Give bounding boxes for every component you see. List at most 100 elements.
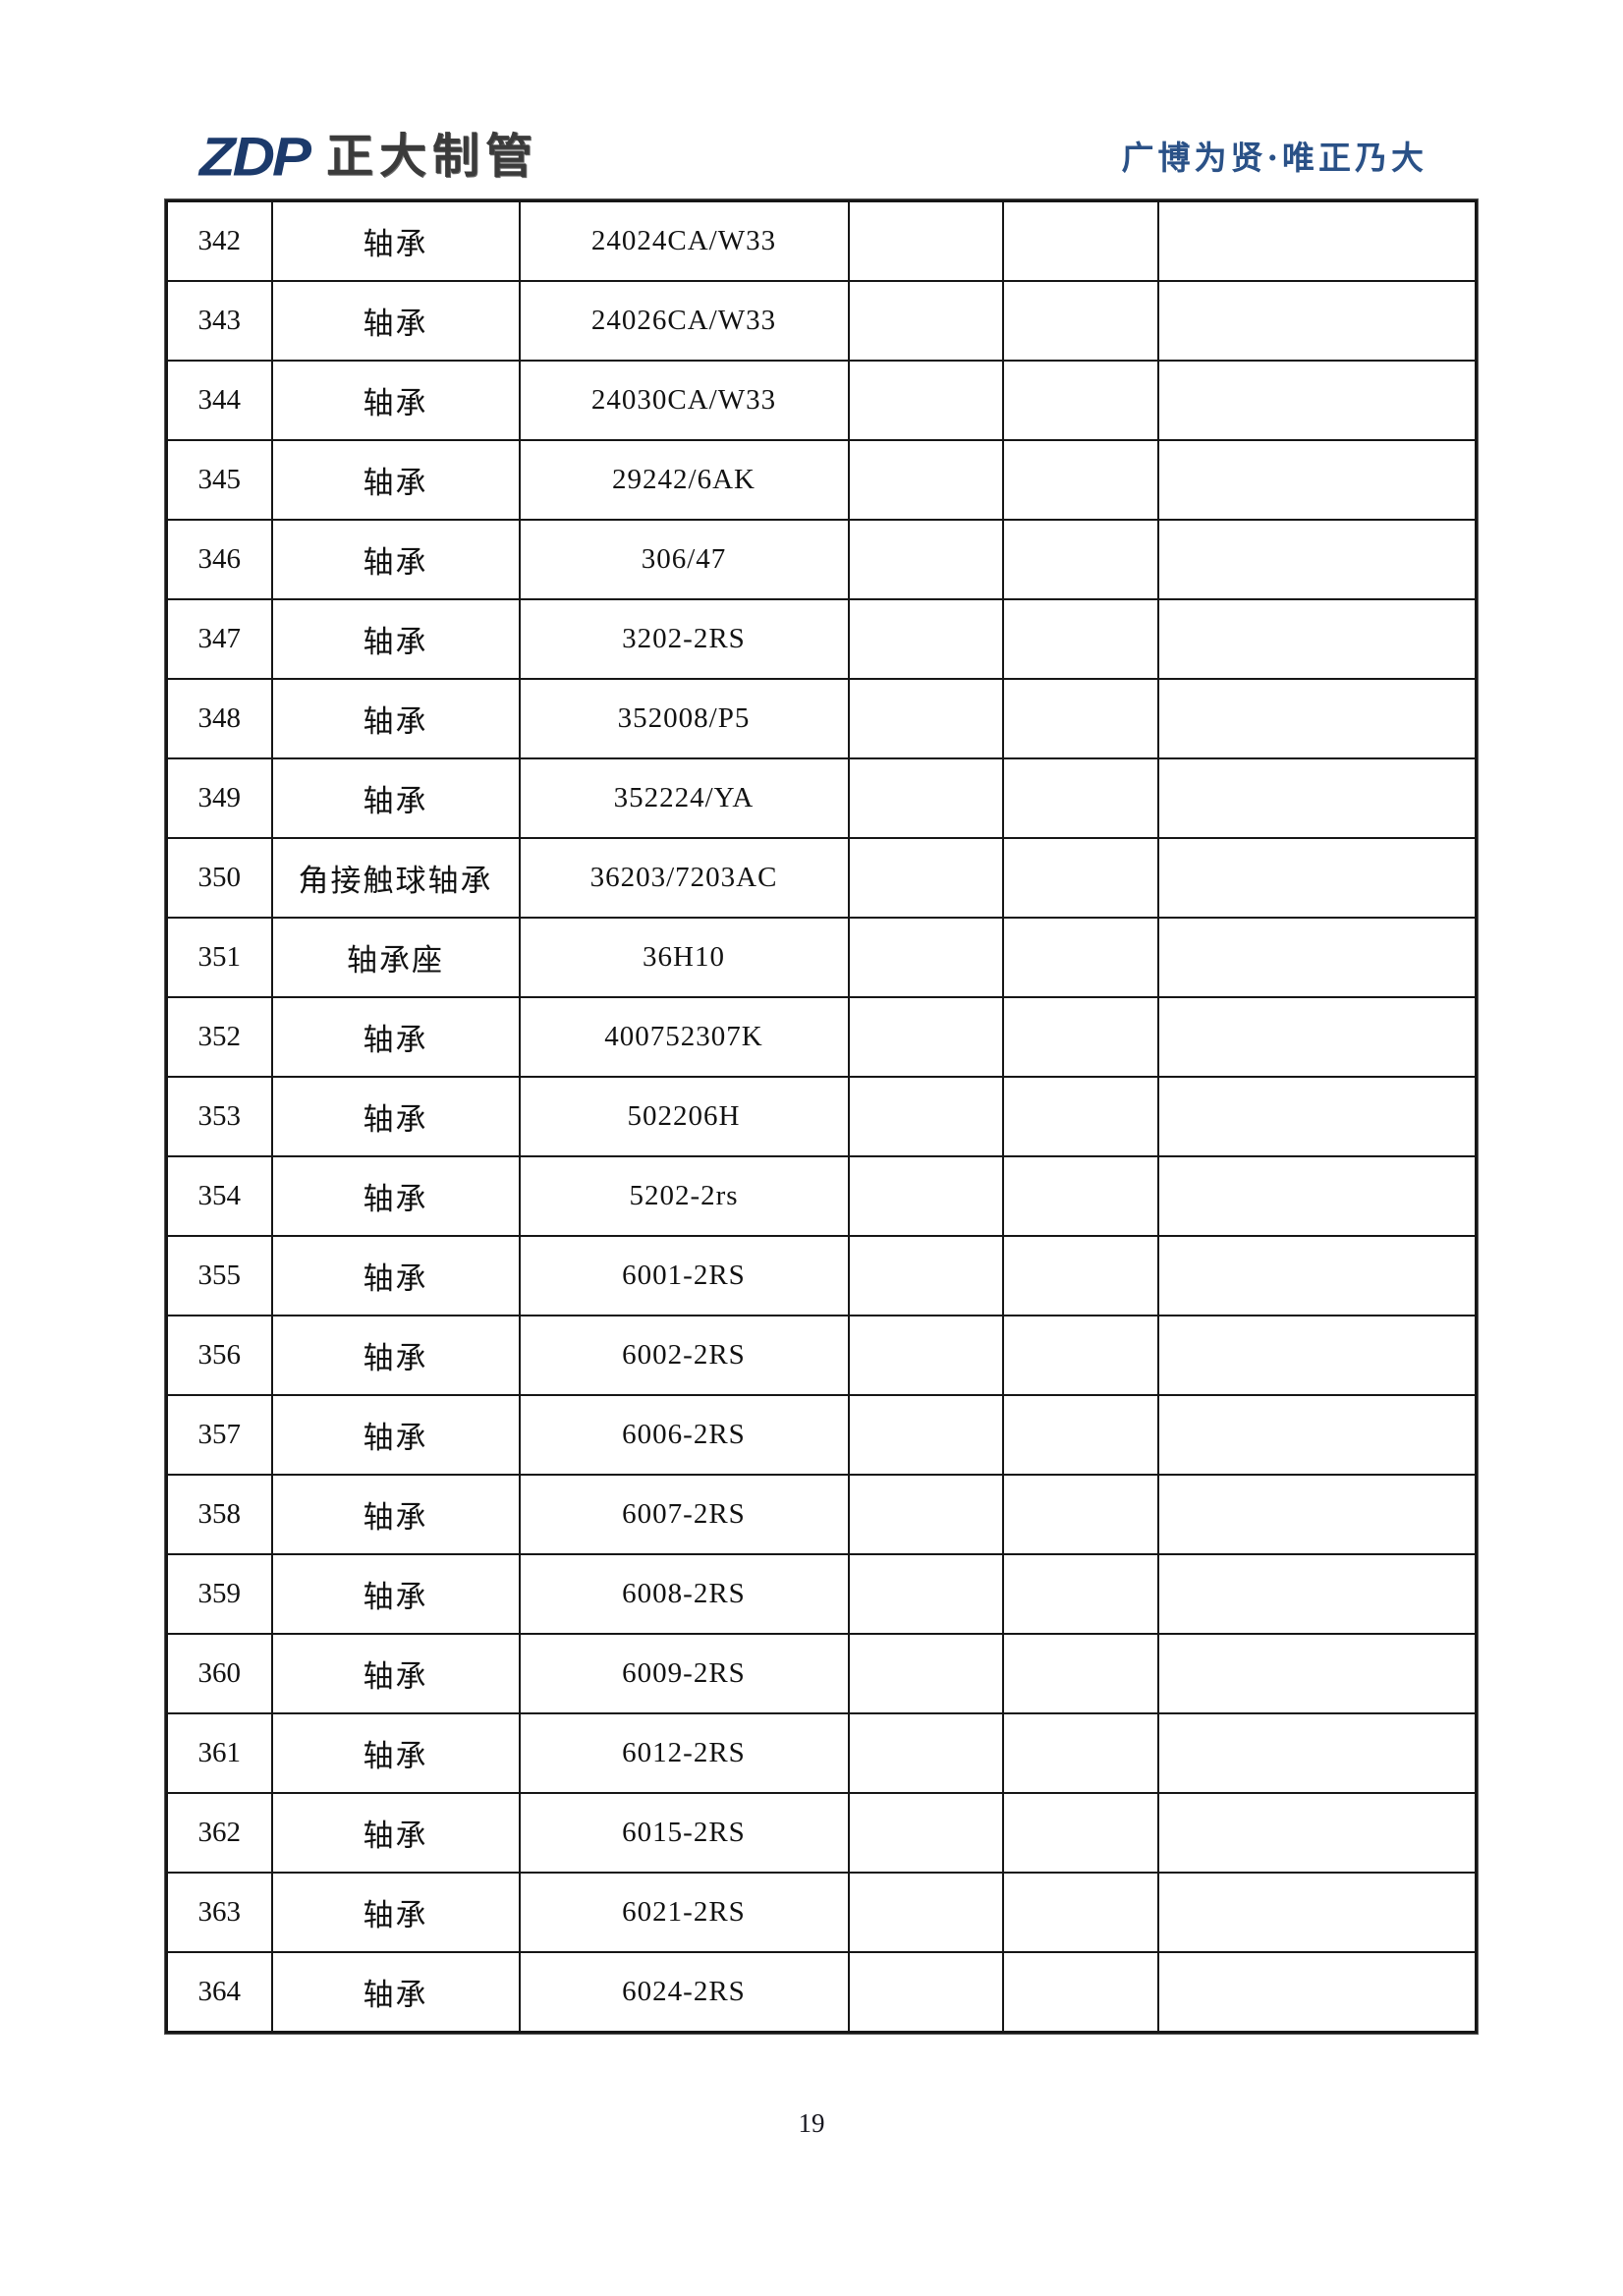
table-row: 356 轴承 6002-2RS <box>165 1315 1478 1396</box>
empty-cell-3 <box>1156 598 1478 680</box>
parts-table: 342 轴承 24024CA/W33 343 轴承 24026CA/W33 34… <box>165 199 1478 2034</box>
empty-cell-2 <box>1001 1155 1159 1237</box>
part-name-cell: 轴承 <box>270 996 521 1078</box>
empty-cell-2 <box>1001 360 1159 441</box>
table-row: 347 轴承 3202-2RS <box>165 598 1478 680</box>
part-name-cell: 轴承 <box>270 199 521 282</box>
part-name-cell: 轴承 <box>270 1633 521 1714</box>
table-row: 364 轴承 6024-2RS <box>165 1951 1478 2034</box>
part-name-cell: 轴承 <box>270 519 521 600</box>
empty-cell-2 <box>1001 1633 1159 1714</box>
row-number-cell: 347 <box>165 598 273 680</box>
part-spec-cell: 6001-2RS <box>518 1235 850 1316</box>
empty-cell-3 <box>1156 1235 1478 1316</box>
empty-cell-3 <box>1156 996 1478 1078</box>
part-spec-cell: 24026CA/W33 <box>518 280 850 362</box>
empty-cell-1 <box>847 280 1004 362</box>
table-row: 345 轴承 29242/6AK <box>165 439 1478 521</box>
empty-cell-3 <box>1156 678 1478 759</box>
table-row: 351 轴承座 36H10 <box>165 917 1478 998</box>
part-name-cell: 轴承 <box>270 280 521 362</box>
part-spec-cell: 24024CA/W33 <box>518 199 850 282</box>
part-spec-cell: 36203/7203AC <box>518 837 850 919</box>
part-spec-cell: 352224/YA <box>518 757 850 839</box>
empty-cell-1 <box>847 1633 1004 1714</box>
table-row: 357 轴承 6006-2RS <box>165 1394 1478 1476</box>
part-name-cell: 轴承 <box>270 1474 521 1555</box>
table-row: 363 轴承 6021-2RS <box>165 1872 1478 1953</box>
empty-cell-2 <box>1001 280 1159 362</box>
company-logo: ZDP 正大制管 <box>199 128 538 187</box>
empty-cell-1 <box>847 360 1004 441</box>
table-row: 350 角接触球轴承 36203/7203AC <box>165 837 1478 919</box>
table-row: 354 轴承 5202-2rs <box>165 1155 1478 1237</box>
empty-cell-2 <box>1001 757 1159 839</box>
empty-cell-1 <box>847 1235 1004 1316</box>
empty-cell-1 <box>847 1712 1004 1794</box>
table-row: 346 轴承 306/47 <box>165 519 1478 600</box>
table-row: 361 轴承 6012-2RS <box>165 1712 1478 1794</box>
part-spec-cell: 36H10 <box>518 917 850 998</box>
part-spec-cell: 502206H <box>518 1076 850 1157</box>
part-spec-cell: 6024-2RS <box>518 1951 850 2034</box>
part-name-cell: 轴承 <box>270 360 521 441</box>
part-name-cell: 轴承 <box>270 598 521 680</box>
part-name-cell: 轴承 <box>270 1155 521 1237</box>
empty-cell-1 <box>847 1076 1004 1157</box>
table-row: 352 轴承 400752307K <box>165 996 1478 1078</box>
part-name-cell: 轴承 <box>270 678 521 759</box>
empty-cell-2 <box>1001 1315 1159 1396</box>
empty-cell-3 <box>1156 280 1478 362</box>
empty-cell-1 <box>847 1792 1004 1874</box>
row-number-cell: 361 <box>165 1712 273 1794</box>
empty-cell-3 <box>1156 1792 1478 1874</box>
part-name-cell: 轴承 <box>270 1076 521 1157</box>
empty-cell-1 <box>847 439 1004 521</box>
part-name-cell: 轴承 <box>270 757 521 839</box>
empty-cell-2 <box>1001 1076 1159 1157</box>
company-slogan: 广博为贤·唯正乃大 <box>1121 139 1427 177</box>
empty-cell-2 <box>1001 1235 1159 1316</box>
empty-cell-3 <box>1156 1474 1478 1555</box>
row-number-cell: 342 <box>165 199 273 282</box>
part-name-cell: 轴承 <box>270 1712 521 1794</box>
table-row: 358 轴承 6007-2RS <box>165 1474 1478 1555</box>
empty-cell-3 <box>1156 199 1478 282</box>
empty-cell-3 <box>1156 1394 1478 1476</box>
empty-cell-2 <box>1001 1792 1159 1874</box>
table-row: 342 轴承 24024CA/W33 <box>165 199 1478 282</box>
row-number-cell: 364 <box>165 1951 273 2034</box>
row-number-cell: 349 <box>165 757 273 839</box>
table-row: 353 轴承 502206H <box>165 1076 1478 1157</box>
row-number-cell: 355 <box>165 1235 273 1316</box>
empty-cell-1 <box>847 1474 1004 1555</box>
empty-cell-1 <box>847 678 1004 759</box>
row-number-cell: 351 <box>165 917 273 998</box>
empty-cell-1 <box>847 1553 1004 1635</box>
part-name-cell: 轴承 <box>270 439 521 521</box>
row-number-cell: 343 <box>165 280 273 362</box>
row-number-cell: 356 <box>165 1315 273 1396</box>
part-spec-cell: 400752307K <box>518 996 850 1078</box>
table-row: 348 轴承 352008/P5 <box>165 678 1478 759</box>
empty-cell-1 <box>847 1315 1004 1396</box>
row-number-cell: 344 <box>165 360 273 441</box>
empty-cell-2 <box>1001 917 1159 998</box>
empty-cell-2 <box>1001 996 1159 1078</box>
empty-cell-3 <box>1156 1076 1478 1157</box>
row-number-cell: 362 <box>165 1792 273 1874</box>
row-number-cell: 360 <box>165 1633 273 1714</box>
empty-cell-3 <box>1156 917 1478 998</box>
empty-cell-2 <box>1001 1712 1159 1794</box>
empty-cell-3 <box>1156 1315 1478 1396</box>
empty-cell-1 <box>847 519 1004 600</box>
empty-cell-2 <box>1001 1553 1159 1635</box>
part-name-cell: 角接触球轴承 <box>270 837 521 919</box>
part-spec-cell: 306/47 <box>518 519 850 600</box>
empty-cell-3 <box>1156 1951 1478 2034</box>
table-row: 360 轴承 6009-2RS <box>165 1633 1478 1714</box>
table-row: 344 轴承 24030CA/W33 <box>165 360 1478 441</box>
table-row: 359 轴承 6008-2RS <box>165 1553 1478 1635</box>
part-name-cell: 轴承 <box>270 1235 521 1316</box>
empty-cell-3 <box>1156 1553 1478 1635</box>
